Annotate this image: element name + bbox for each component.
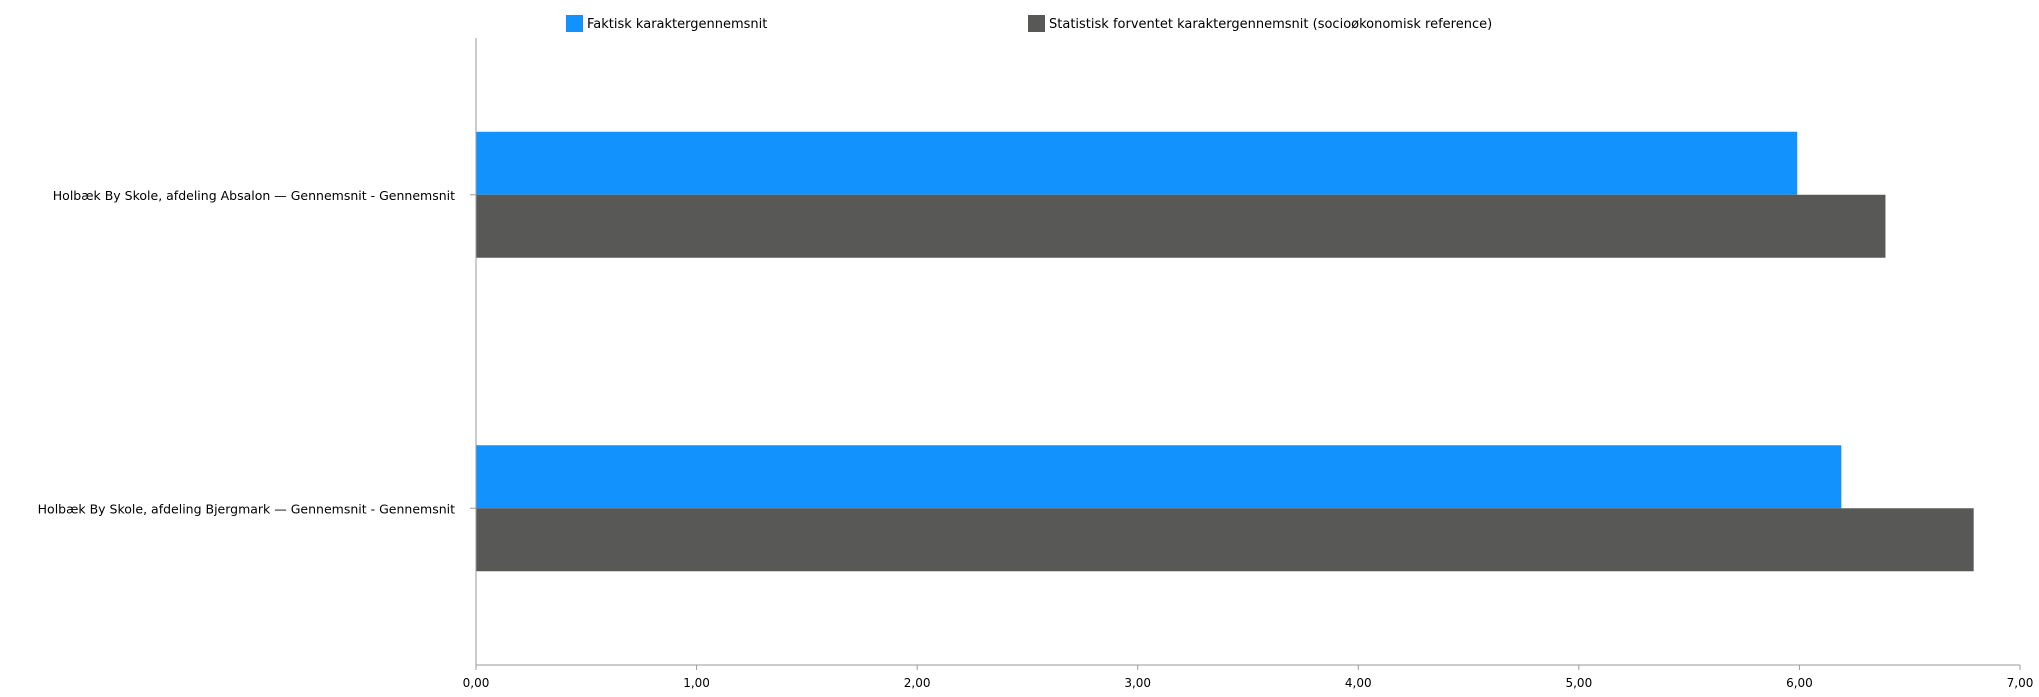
bar-2-series-2 (476, 508, 1974, 572)
axes-group: 0,00 1,00 2,00 3,00 4,00 5,00 6,00 7,00 Holbæk B… (38, 38, 2034, 690)
x-tick-label: 5,00 (1565, 676, 1592, 690)
x-tick-label: 3,00 (1124, 676, 1151, 690)
y-tick-label: Holbæk By Skole, afdeling Bjergmark — Ge… (38, 501, 455, 516)
x-tick-label: 0,00 (463, 676, 490, 690)
bar-1-series-2 (476, 194, 1886, 258)
x-tick-label: 2,00 (904, 676, 931, 690)
x-tick-label: 1,00 (683, 676, 710, 690)
legend-label-2: Statistisk forventet karaktergennemsnit … (1049, 17, 1492, 32)
y-tick-label: Holbæk By Skole, afdeling Absalon — Genn… (53, 188, 455, 203)
legend-label-1: Faktisk karaktergennemsnit (587, 17, 767, 32)
bars-group (476, 131, 1974, 572)
x-tick-label: 4,00 (1345, 676, 1372, 690)
bar-1-series-1 (476, 131, 1798, 195)
bar-2-series-1 (476, 445, 1842, 509)
legend: Faktisk karaktergennemsnit Statistisk for… (566, 15, 1492, 32)
x-tick-label: 7,00 (2007, 676, 2034, 690)
legend-swatch-1 (566, 15, 583, 32)
legend-swatch-2 (1028, 15, 1045, 32)
x-tick-label: 6,00 (1786, 676, 1813, 690)
